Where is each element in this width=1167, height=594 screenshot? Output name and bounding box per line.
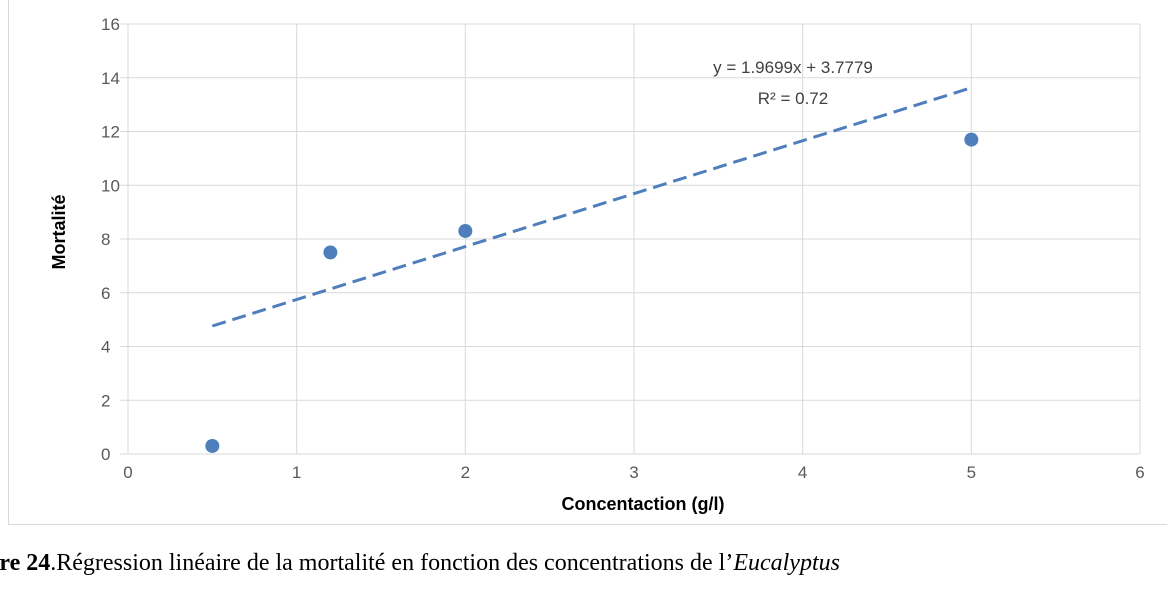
x-tick-label: 0	[123, 463, 132, 482]
y-tick-label: 8	[101, 230, 110, 249]
x-tick-labels: 0 1 2 3 4 5 6	[123, 463, 1144, 482]
r-squared-label: R² = 0.72	[758, 89, 828, 108]
y-tick-label: 12	[101, 123, 120, 142]
x-tick-label: 6	[1135, 463, 1144, 482]
data-points	[205, 132, 979, 453]
y-tick-labels: 0 2 4 6 8 10 12 14 16	[101, 15, 120, 464]
figure-caption: ure 24.Régression linéaire de la mortali…	[0, 550, 840, 577]
caption-species: Eucalyptus	[733, 550, 840, 576]
y-tick-label: 16	[101, 15, 120, 34]
caption-text: .Régression linéaire de la mortalité en …	[50, 550, 734, 576]
trendline-group	[211, 86, 972, 328]
y-tick-label: 6	[101, 284, 110, 303]
linear-trendline	[211, 86, 972, 328]
y-tick-label: 4	[101, 338, 110, 357]
y-tick-label: 0	[101, 445, 110, 464]
x-axis-title: Concentaction (g/l)	[562, 494, 725, 514]
x-tick-label: 2	[461, 463, 470, 482]
data-point	[323, 245, 338, 260]
y-axis-title: Mortalité	[49, 194, 69, 269]
data-point	[964, 132, 979, 147]
data-point	[458, 223, 473, 238]
figure-number: ure 24	[0, 550, 51, 576]
x-tick-label: 3	[629, 463, 638, 482]
y-tick-label: 10	[101, 176, 120, 195]
trendline-equation: y = 1.9699x + 3.7779	[713, 58, 873, 77]
y-tick-label: 14	[101, 69, 120, 88]
gridlines	[120, 23, 1141, 455]
x-tick-label: 1	[292, 463, 301, 482]
x-tick-label: 5	[967, 463, 976, 482]
y-tick-label: 2	[101, 391, 110, 410]
x-tick-label: 4	[798, 463, 807, 482]
data-point	[205, 438, 220, 453]
